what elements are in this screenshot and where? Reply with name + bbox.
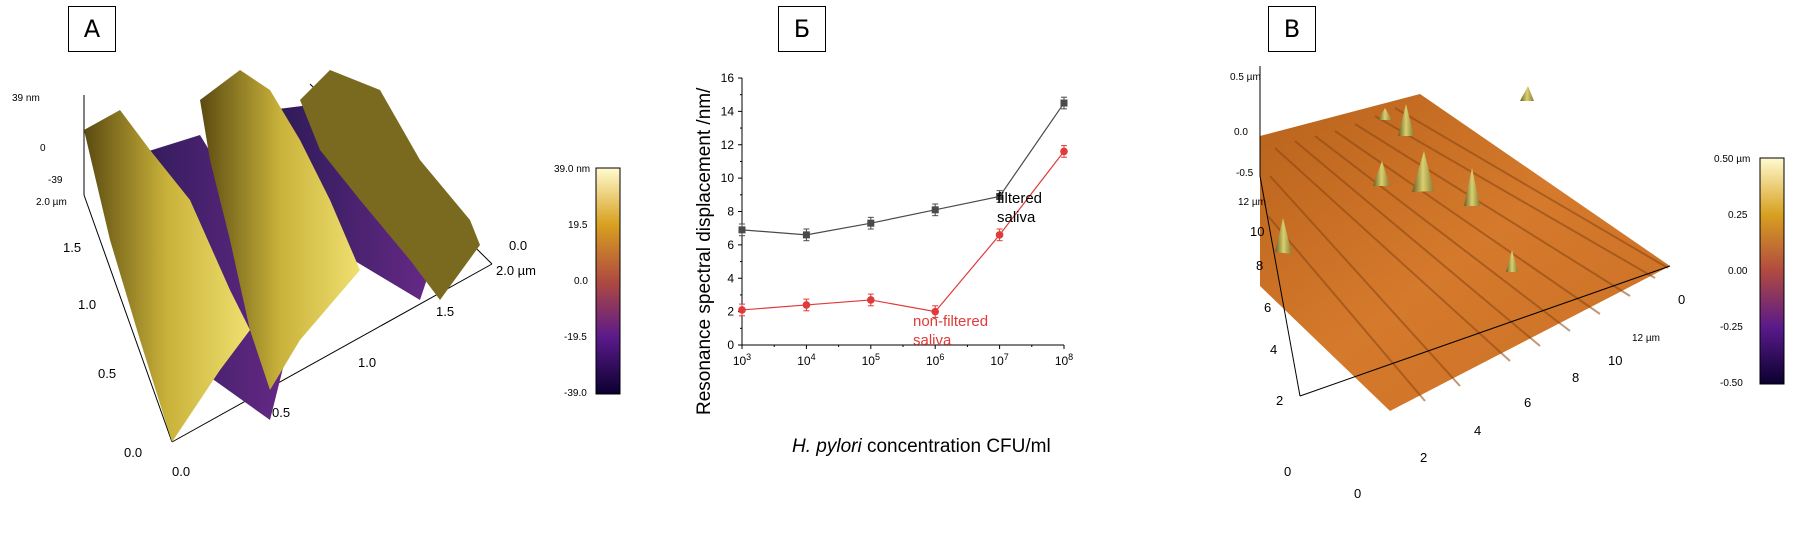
afm-c-z-label: -0.5 [1236, 168, 1254, 179]
afm-a-bottom-tick: 2.0 µm [496, 263, 536, 278]
afm-c-right-tick: 0 [1678, 292, 1685, 307]
afm-a-colorbar-tick: 39.0 nm [554, 164, 590, 175]
y-tick-label: 6 [727, 238, 734, 252]
afm-a-z-label: 39 nm [12, 93, 40, 104]
afm-c-left-tick: 10 [1250, 224, 1264, 239]
data-point [738, 226, 746, 234]
afm-c-bottom-tick: 4 [1474, 423, 1481, 438]
y-tick-label: 4 [727, 271, 734, 285]
afm-a-bottom-tick: 0.0 [172, 464, 190, 479]
afm-c-left-tick: 12 µm [1238, 197, 1266, 208]
afm-a-ridge-2 [200, 70, 360, 390]
x-tick-label: 105 [862, 352, 880, 368]
x-axis-label: H. pylori concentration CFU/ml [792, 436, 1051, 457]
afm-c-left-tick: 2 [1276, 393, 1283, 408]
x-tick-label: 106 [926, 352, 944, 368]
x-tick-label: 108 [1055, 352, 1073, 368]
series-label-nonfiltered-line2: saliva [913, 332, 952, 349]
chart-series [738, 96, 1068, 318]
afm-c-z-label: 0.0 [1234, 127, 1248, 138]
resonance-line-chart: 0 2 4 6 8 10 12 14 16 103 104 105 106 107 108 Resonanc… [694, 71, 1074, 457]
y-tick-label: 14 [721, 104, 735, 118]
series-line-0 [741, 102, 1065, 236]
afm-a-left-tick: 0.0 [124, 445, 142, 460]
y-axis-label: Resonance spectral displacement /nm/ [694, 87, 715, 415]
data-point [1060, 99, 1068, 107]
afm-surface-plot-a: 39 nm 0 -39 2.0 µm 1.5 1.0 0.5 0.0 0.0 0… [12, 70, 536, 479]
afm-a-colorbar: 39.0 nm 19.5 0.0 -19.5 -39.0 [554, 164, 621, 399]
afm-c-colorbar-tick: -0.25 [1720, 322, 1743, 333]
series-label-filtered-line1: filtered [997, 190, 1042, 207]
x-axis-label-italic: H. pylori [792, 436, 862, 457]
data-point [996, 192, 1004, 200]
data-point [867, 219, 875, 227]
afm-c-bottom-tick: 8 [1572, 370, 1579, 385]
afm-surface-plot-c: 0.5 µm 0.0 -0.5 12 µm 10 8 6 4 2 0 0 2 4… [1230, 66, 1685, 501]
afm-c-left-tick: 4 [1270, 342, 1277, 357]
y-tick-label: 16 [721, 71, 735, 85]
y-tick-label: 10 [721, 171, 735, 185]
data-point [931, 307, 939, 316]
panel-label-c: В [1268, 6, 1316, 52]
afm-c-bottom-tick: 10 [1608, 353, 1622, 368]
panel-label-a: А [68, 6, 116, 52]
afm-c-ripples [1267, 107, 1669, 402]
x-tick-label: 107 [990, 352, 1008, 368]
afm-c-colorbar-tick: 0.50 µm [1714, 154, 1750, 165]
afm-a-colorbar-tick: 19.5 [568, 220, 588, 231]
afm-c-bottom-tick: 6 [1524, 395, 1531, 410]
afm-c-colorbar-tick: 0.00 [1728, 266, 1748, 277]
afm-c-colorbar: 0.50 µm 0.25 0.00 -0.25 -0.50 [1714, 154, 1785, 389]
afm-c-axes [1259, 66, 1671, 397]
y-tick-label: 2 [727, 305, 734, 319]
afm-c-bottom-tick: 0 [1354, 486, 1361, 501]
series-line-1 [741, 151, 1065, 313]
afm-a-colorbar-tick: -39.0 [564, 388, 587, 399]
chart-axes: 0 2 4 6 8 10 12 14 16 103 104 105 106 107 108 [721, 71, 1074, 368]
afm-a-valley-2 [270, 100, 440, 300]
afm-a-ridge-1 [84, 110, 250, 442]
y-tick-label: 12 [721, 138, 735, 152]
data-point [802, 301, 811, 309]
afm-c-z-label: 0.5 µm [1230, 72, 1261, 83]
afm-a-bottom-tick: 1.0 [358, 355, 376, 370]
afm-a-colorbar-tick: 0.0 [574, 276, 588, 287]
series-label-filtered-line2: saliva [997, 209, 1036, 226]
afm-c-left-tick: 6 [1264, 300, 1271, 315]
afm-a-left-tick: 0.5 [98, 366, 116, 381]
x-tick-label: 104 [797, 352, 815, 368]
afm-a-bottom-tick: 1.5 [436, 304, 454, 319]
afm-a-left-tick: 1.5 [63, 240, 81, 255]
y-tick-label: 0 [727, 338, 734, 352]
y-tick-label: 8 [727, 205, 734, 219]
afm-c-bottom-tick: 2 [1420, 450, 1427, 465]
afm-a-left-tick: 2.0 µm [36, 197, 67, 208]
data-point [738, 306, 746, 314]
afm-c-bottom-tick: 12 µm [1632, 333, 1660, 344]
afm-c-left-tick: 0 [1284, 464, 1291, 479]
afm-c-spikes [1275, 86, 1534, 272]
afm-a-ridge-3 [300, 70, 480, 300]
panel-label-b: Б [778, 6, 826, 52]
afm-a-colorbar-tick: -19.5 [564, 332, 587, 343]
afm-a-bottom-tick: 0.5 [272, 405, 290, 420]
x-axis-label-rest: concentration CFU/ml [862, 436, 1051, 457]
data-point [867, 296, 875, 304]
data-point [995, 231, 1004, 239]
data-point [931, 206, 939, 214]
afm-a-right-tick: 0.0 [509, 238, 527, 253]
afm-c-colorbar-tick: -0.50 [1720, 378, 1743, 389]
afm-a-z-label: -39 [48, 175, 63, 186]
afm-a-z-label: 0 [40, 143, 46, 154]
afm-a-left-tick: 1.0 [78, 297, 96, 312]
afm-c-left-tick: 8 [1256, 258, 1263, 273]
data-point [802, 231, 810, 239]
x-tick-label: 103 [733, 352, 751, 368]
afm-c-colorbar-tick: 0.25 [1728, 210, 1748, 221]
series-label-nonfiltered-line1: non-filtered [913, 313, 988, 330]
data-point [1060, 147, 1068, 156]
